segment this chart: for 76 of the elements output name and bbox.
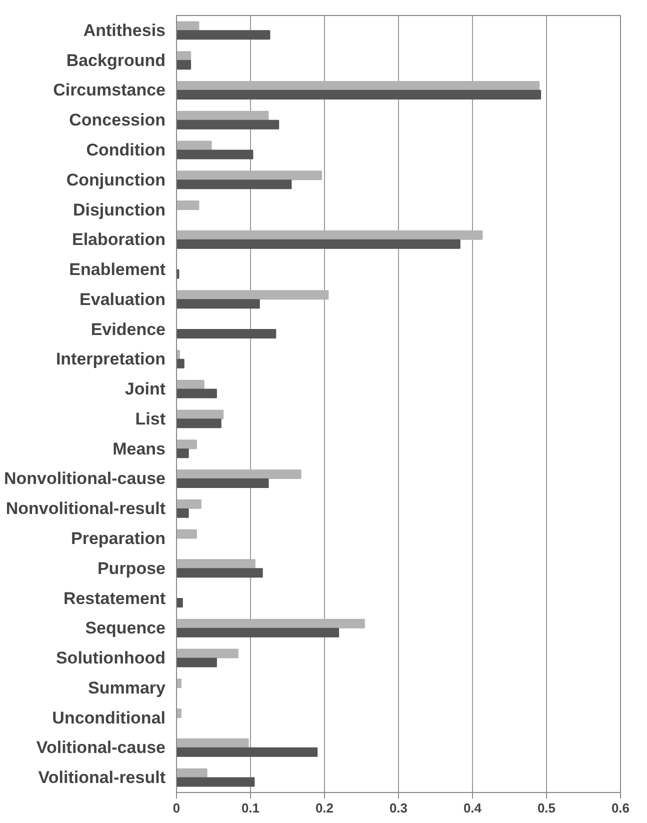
bar [176,140,212,150]
x-tick-label: 0.6 [611,800,630,816]
y-tick-label: Conjunction [66,170,166,190]
y-tick-label: Circumstance [53,80,166,100]
bar [176,469,302,479]
bar [176,568,263,578]
bar [176,51,192,61]
bar [176,60,192,70]
y-tick-label: Interpretation [56,350,166,369]
y-tick-label: Elaboration [72,230,166,250]
y-tick-label: Unconditional [52,708,166,728]
bar [176,628,340,638]
y-tick-label: List [135,409,166,428]
bar [176,170,322,180]
bar [176,658,217,668]
x-tick-label: 0.4 [463,800,482,816]
bar [176,777,255,787]
bar [176,598,183,608]
y-tick-label: Nonvolitional-cause [4,469,166,488]
bar [176,738,249,748]
y-tick-label: Solutionhood [56,648,166,668]
bar [176,30,270,40]
y-tick-label: Restatement [63,588,166,608]
bar [176,239,460,249]
bar [176,448,189,458]
bar [176,110,269,120]
y-tick-label: Evaluation [80,290,166,309]
x-tick-label: 0.5 [537,800,556,816]
y-tick-label: Background [66,50,166,70]
bar [176,150,254,160]
bar [176,80,540,90]
bar [176,380,204,390]
bar [176,708,182,718]
x-tick-label: 0.3 [389,800,408,816]
bar [176,418,222,428]
y-tick-label: Disjunction [72,200,166,220]
bar [176,529,197,539]
y-tick-label: Concession [69,110,166,130]
bar [176,499,202,509]
bar [176,200,200,210]
y-tick-label: Nonvolitional-result [6,499,166,518]
x-tick-label: 0 [172,800,180,816]
bar [176,290,329,300]
bar [176,508,189,518]
y-tick-label: Means [112,439,166,458]
y-tick-label: Summary [88,678,166,698]
bar [176,358,184,368]
bar [176,768,208,778]
bar [176,648,238,658]
bar [176,180,292,190]
bar [176,410,224,420]
y-tick-label: Preparation [71,528,166,548]
y-tick-label: Evidence [90,320,166,339]
bar [176,478,269,488]
bar [176,678,182,688]
y-tick-label: Sequence [85,618,166,638]
bar [176,90,542,100]
y-tick-label: Condition [86,140,166,160]
bar [176,388,217,398]
bar [176,120,280,130]
bar [176,329,276,339]
bar [176,299,260,309]
bar [176,230,483,240]
bar [176,747,318,757]
x-tick-label: 0.2 [315,800,334,816]
bar [176,440,197,450]
y-tick-label: Antithesis [83,20,166,40]
y-tick-label: Enablement [69,260,166,280]
bar [176,559,256,569]
y-tick-label: Volitional-cause [36,738,166,758]
y-tick-label: Joint [124,380,166,399]
x-tick-label: 0.1 [241,800,260,816]
bar [176,618,365,628]
y-tick-label: Volitional-result [38,768,166,788]
y-tick-label: Purpose [97,558,166,578]
bar [176,21,200,31]
